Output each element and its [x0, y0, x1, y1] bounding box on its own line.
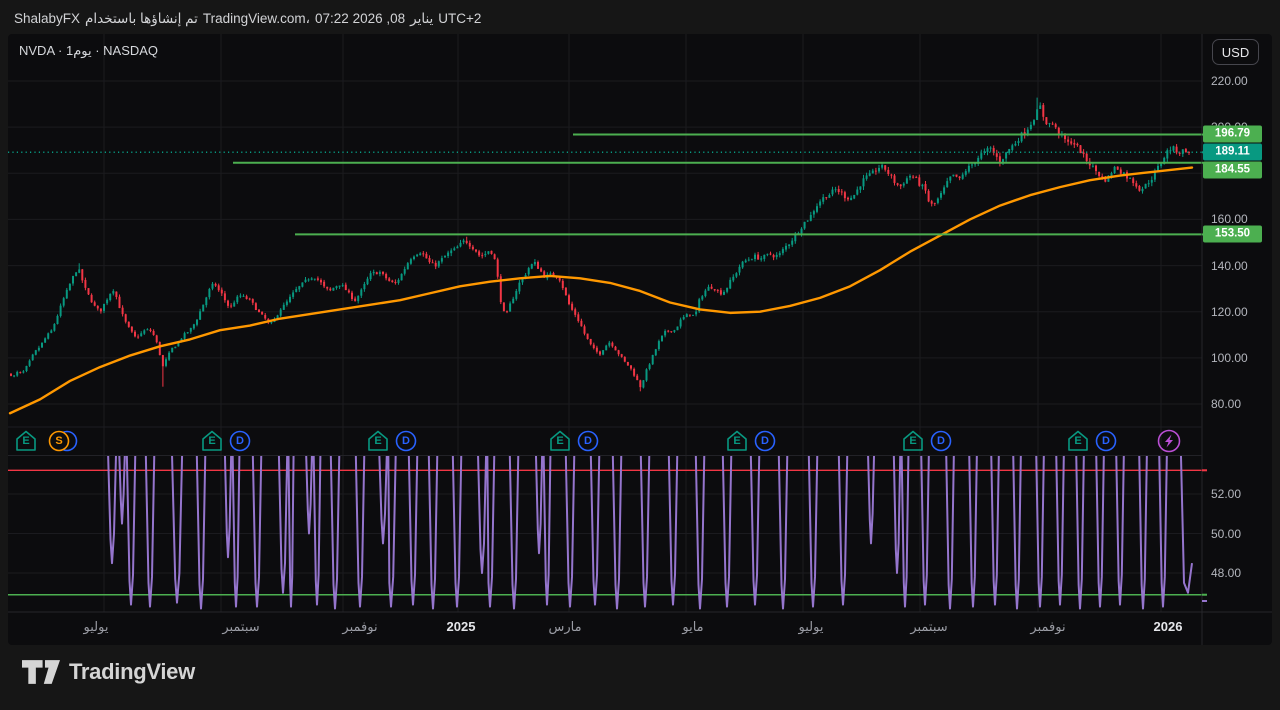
earnings-icon[interactable]: E: [727, 430, 747, 451]
svg-text:D: D: [937, 435, 945, 447]
time-axis-label: يوليو: [83, 619, 109, 634]
time-axis-label: مايو: [682, 619, 704, 634]
svg-text:E: E: [1074, 435, 1081, 447]
svg-text:D: D: [236, 435, 244, 447]
price-axis-label: 80.00: [1211, 397, 1242, 411]
dividend-icon[interactable]: D: [577, 430, 599, 452]
tradingview-logo-text: TradingView: [69, 659, 195, 684]
earnings-icon[interactable]: E: [16, 430, 36, 451]
time-axis-label: يوليو: [798, 619, 824, 634]
svg-text:E: E: [556, 435, 563, 447]
indicator-axis-label: 48.00: [1211, 566, 1242, 580]
split-icon[interactable]: S: [48, 430, 78, 452]
svg-text:E: E: [374, 435, 381, 447]
svg-text:E: E: [909, 435, 916, 447]
earnings-icon[interactable]: E: [1068, 430, 1088, 451]
price-axis-label: 220.00: [1211, 74, 1248, 88]
dividend-icon[interactable]: D: [395, 430, 417, 452]
svg-text:D: D: [584, 435, 592, 447]
price-axis-label: 140.00: [1211, 259, 1248, 273]
time-axis-label: مارس: [548, 619, 582, 634]
candlestick-series[interactable]: [10, 97, 1190, 392]
currency-button[interactable]: USD: [1212, 39, 1259, 65]
attribution-header: ShalabyFX تم إنشاؤها باستخدام TradingVie…: [14, 11, 481, 27]
snapshot-month: يناير: [410, 11, 434, 26]
lightning-icon[interactable]: [1157, 429, 1181, 453]
price-badge: 189.11: [1203, 143, 1262, 161]
snapshot-time: 07:22 2026 ,08: [315, 11, 406, 26]
price-axis-label: 100.00: [1211, 351, 1248, 365]
price-axis-label: 120.00: [1211, 305, 1248, 319]
time-axis-label: نوفمبر: [342, 619, 378, 634]
ma-line[interactable]: [8, 166, 1194, 415]
time-axis-label: سبتمبر: [910, 619, 948, 634]
time-axis-label: 2025: [446, 619, 476, 634]
pane-separators: [8, 34, 1272, 645]
price-badge: 196.79: [1203, 125, 1262, 143]
price-level-lines[interactable]: [8, 133, 1202, 236]
time-axis-label: نوفمبر: [1030, 619, 1066, 634]
gridlines: [8, 34, 1202, 612]
indicator-axis-label: 52.00: [1211, 487, 1242, 501]
oscillator-line[interactable]: [8, 415, 1193, 610]
price-badge: 184.55: [1203, 161, 1262, 179]
svg-text:D: D: [761, 435, 769, 447]
earnings-icon[interactable]: E: [202, 430, 222, 451]
dividend-icon[interactable]: D: [754, 430, 776, 452]
earnings-icon[interactable]: E: [368, 430, 388, 451]
svg-text:E: E: [733, 435, 740, 447]
indicator-axis-label: 50.00: [1211, 527, 1242, 541]
chart-widget[interactable]: [8, 34, 1272, 645]
svg-text:D: D: [1102, 435, 1110, 447]
time-axis-label: 2026: [1153, 619, 1183, 634]
tradingview-logo[interactable]: TradingView: [22, 659, 195, 685]
symbol-title[interactable]: NVDA · 1يوم · NASDAQ: [19, 43, 159, 58]
dividend-icon[interactable]: D: [1095, 430, 1117, 452]
tradingview-link-text[interactable]: TradingView.com،: [202, 11, 311, 26]
price-axis-label: 160.00: [1211, 212, 1248, 226]
timezone-text: UTC+2: [438, 11, 482, 26]
created-with-text: تم إنشاؤها باستخدام: [85, 11, 198, 26]
price-badge: 153.50: [1203, 225, 1262, 243]
dividend-icon[interactable]: D: [229, 430, 251, 452]
time-axis[interactable]: [8, 612, 1202, 645]
svg-text:E: E: [208, 435, 215, 447]
dividend-icon[interactable]: D: [930, 430, 952, 452]
svg-text:E: E: [22, 435, 29, 447]
earnings-icon[interactable]: E: [550, 430, 570, 451]
tradingview-logo-icon: [22, 660, 60, 684]
earnings-icon[interactable]: E: [903, 430, 923, 451]
oscillator-pane[interactable]: [8, 415, 1202, 610]
author-name: ShalabyFX: [14, 11, 81, 26]
time-axis-label: سبتمبر: [222, 619, 260, 634]
svg-text:D: D: [402, 435, 410, 447]
svg-text:S: S: [55, 435, 62, 447]
